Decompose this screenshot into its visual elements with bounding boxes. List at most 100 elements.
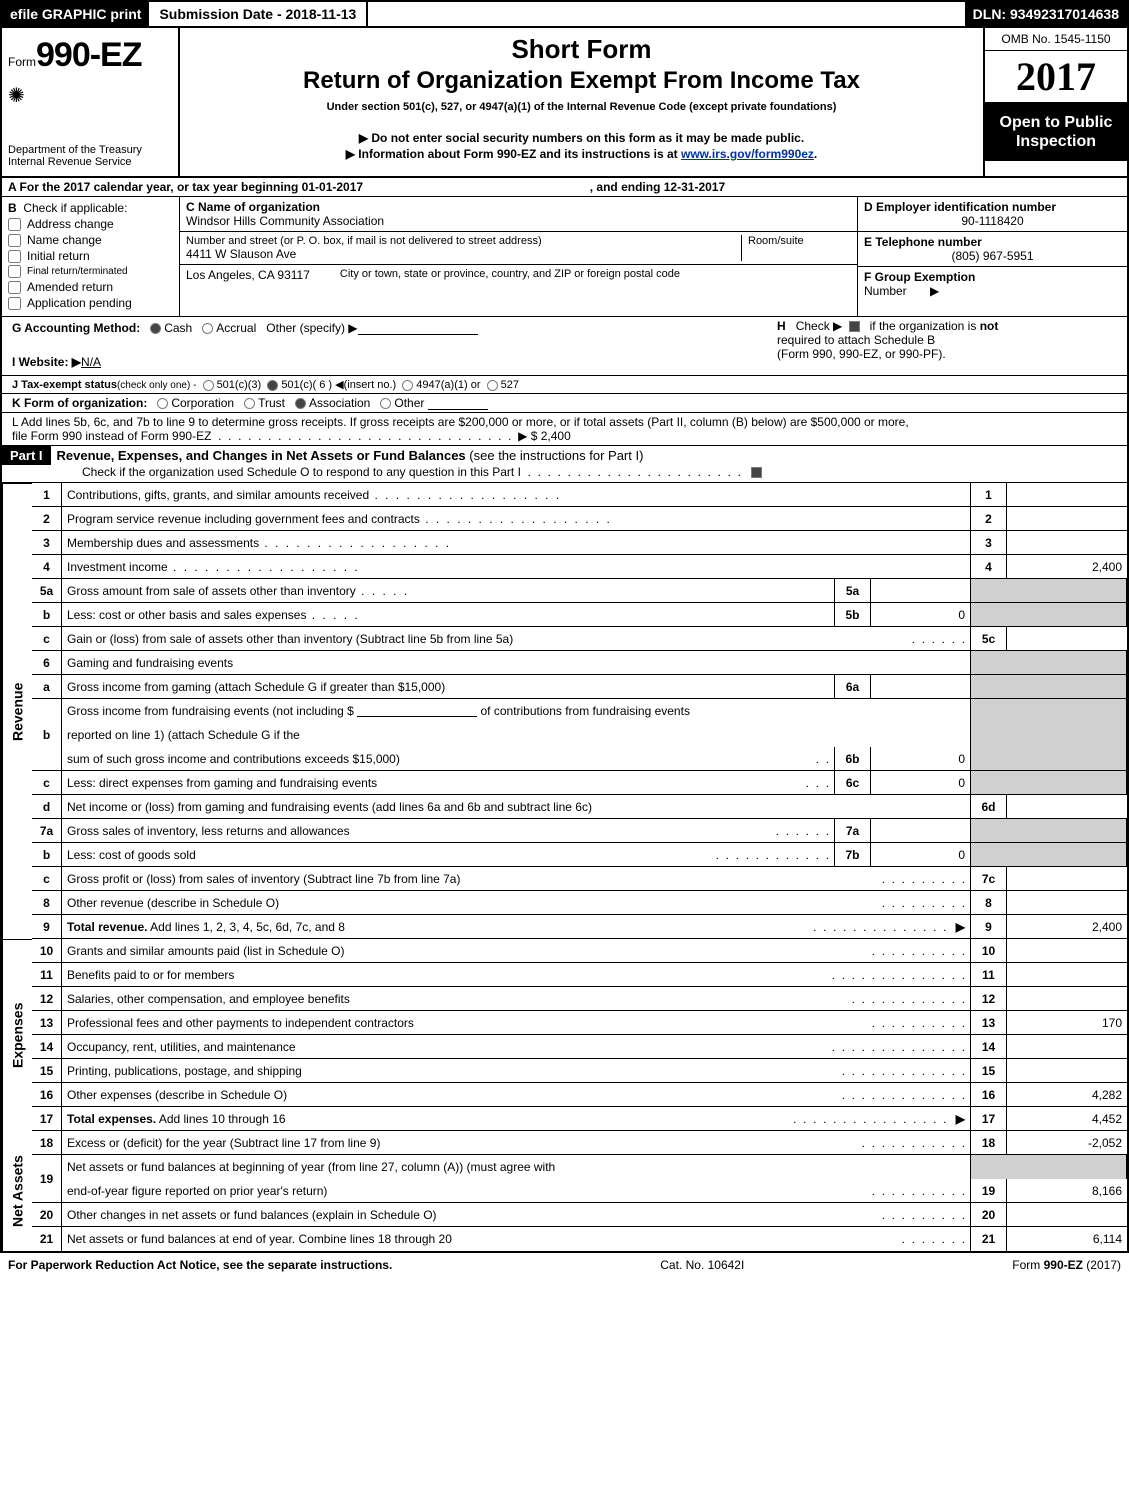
l7a-desc: Gross sales of inventory, less returns a… bbox=[62, 819, 835, 843]
accounting-other-input[interactable] bbox=[358, 323, 478, 335]
l10-text: Grants and similar amounts paid (list in… bbox=[67, 944, 344, 958]
k-assoc-radio[interactable] bbox=[295, 398, 306, 409]
city-cell: Los Angeles, CA 93117 City or town, stat… bbox=[180, 265, 857, 285]
footer-form-prefix: Form bbox=[1012, 1258, 1043, 1272]
l6b-amount-input[interactable] bbox=[357, 705, 477, 717]
l11-desc: Benefits paid to or for members. . . . .… bbox=[62, 963, 971, 987]
chk-address-change-box[interactable] bbox=[8, 218, 21, 231]
k-other-label: Other bbox=[394, 396, 424, 410]
chk-final-return[interactable]: Final return/terminated bbox=[8, 265, 173, 278]
city-value: Los Angeles, CA 93117 bbox=[186, 268, 310, 282]
line-a-mid: , and ending bbox=[590, 180, 664, 194]
line-a-end: 12-31-2017 bbox=[664, 180, 725, 194]
l5a-mv bbox=[871, 579, 971, 603]
irs-link[interactable]: www.irs.gov/form990ez bbox=[681, 147, 814, 161]
l3-text: Membership dues and assessments bbox=[67, 536, 259, 550]
chk-initial-return-box[interactable] bbox=[8, 250, 21, 263]
j-501c-radio[interactable] bbox=[267, 380, 278, 391]
chk-final-return-box[interactable] bbox=[8, 265, 21, 278]
l17-desc: Total expenses. Add lines 10 through 16.… bbox=[62, 1107, 971, 1131]
chk-name-change-box[interactable] bbox=[8, 234, 21, 247]
l6b-text3: reported on line 1) (attach Schedule G i… bbox=[67, 728, 300, 742]
website-value: N/A bbox=[81, 355, 101, 369]
l13-num: 13 bbox=[32, 1011, 62, 1035]
line-j-label: J Tax-exempt status bbox=[12, 379, 117, 391]
l20-text: Other changes in net assets or fund bala… bbox=[67, 1208, 437, 1222]
box-e: E Telephone number (805) 967-5951 bbox=[858, 232, 1127, 267]
l6b-shade2 bbox=[971, 723, 1127, 747]
chk-amended-return-box[interactable] bbox=[8, 281, 21, 294]
j-501c3-label: 501(c)(3) bbox=[217, 379, 262, 391]
l18-rv: -2,052 bbox=[1007, 1131, 1127, 1155]
part-1-sub-text: Check if the organization used Schedule … bbox=[82, 465, 521, 479]
l12-rv bbox=[1007, 987, 1127, 1011]
k-other-radio[interactable] bbox=[380, 398, 391, 409]
l3-num: 3 bbox=[32, 531, 62, 555]
chk-application-pending-box[interactable] bbox=[8, 297, 21, 310]
city-label: City or town, state or province, country… bbox=[340, 268, 680, 282]
l5c-rn: 5c bbox=[971, 627, 1007, 651]
box-f: F Group Exemption Number ▶ bbox=[858, 267, 1127, 301]
box-f-label: F Group Exemption bbox=[864, 270, 975, 284]
line-l-text1: L Add lines 5b, 6c, and 7b to line 9 to … bbox=[12, 415, 909, 429]
info-line: ▶ Information about Form 990-EZ and its … bbox=[190, 147, 973, 161]
l20-num: 20 bbox=[32, 1203, 62, 1227]
chk-application-pending-label: Application pending bbox=[27, 296, 132, 310]
l20-desc: Other changes in net assets or fund bala… bbox=[62, 1203, 971, 1227]
part-1-schedule-o-checkbox[interactable] bbox=[751, 467, 762, 478]
short-form-title: Short Form bbox=[190, 34, 973, 65]
l19-desc1: Net assets or fund balances at beginning… bbox=[62, 1155, 971, 1179]
header-center: Short Form Return of Organization Exempt… bbox=[180, 28, 983, 176]
box-h-not: not bbox=[980, 319, 999, 333]
l5c-desc: Gain or (loss) from sale of assets other… bbox=[62, 627, 971, 651]
chk-application-pending[interactable]: Application pending bbox=[8, 296, 173, 310]
info-prefix: ▶ Information about Form 990-EZ and its … bbox=[346, 147, 681, 161]
j-501c-label: 501(c)( 6 ) bbox=[281, 379, 332, 391]
chk-address-change[interactable]: Address change bbox=[8, 217, 173, 231]
part-1-title-text: Revenue, Expenses, and Changes in Net As… bbox=[57, 448, 466, 463]
chk-initial-return[interactable]: Initial return bbox=[8, 249, 173, 263]
j-501c3-radio[interactable] bbox=[203, 380, 214, 391]
box-h-checkbox[interactable] bbox=[849, 321, 860, 332]
l20-rn: 20 bbox=[971, 1203, 1007, 1227]
k-corp-radio[interactable] bbox=[157, 398, 168, 409]
l10-num: 10 bbox=[32, 939, 62, 963]
l5c-rv bbox=[1007, 627, 1127, 651]
l7c-text: Gross profit or (loss) from sales of inv… bbox=[67, 872, 460, 886]
phone-value: (805) 967-5951 bbox=[864, 249, 1121, 263]
l6-text: Gaming and fundraising events bbox=[67, 656, 233, 670]
l15-desc: Printing, publications, postage, and shi… bbox=[62, 1059, 971, 1083]
l19-text1: Net assets or fund balances at beginning… bbox=[67, 1160, 555, 1174]
open-line1: Open to Public bbox=[989, 113, 1123, 132]
box-b: B Check if applicable: Address change Na… bbox=[2, 197, 180, 316]
l18-desc: Excess or (deficit) for the year (Subtra… bbox=[62, 1131, 971, 1155]
l8-text: Other revenue (describe in Schedule O) bbox=[67, 896, 279, 910]
box-d: D Employer identification number 90-1118… bbox=[858, 197, 1127, 232]
k-other-input[interactable] bbox=[428, 398, 488, 410]
chk-initial-return-label: Initial return bbox=[27, 249, 90, 263]
l2-desc: Program service revenue including govern… bbox=[62, 507, 971, 531]
l16-rv: 4,282 bbox=[1007, 1083, 1127, 1107]
k-trust-radio[interactable] bbox=[244, 398, 255, 409]
l6b-desc1: Gross income from fundraising events (no… bbox=[62, 699, 971, 723]
accounting-accrual-radio[interactable] bbox=[202, 323, 213, 334]
footer-form-ref: Form 990-EZ (2017) bbox=[1012, 1258, 1121, 1272]
footer-year: (2017) bbox=[1083, 1258, 1121, 1272]
l11-num: 11 bbox=[32, 963, 62, 987]
j-4947-radio[interactable] bbox=[402, 380, 413, 391]
l21-text: Net assets or fund balances at end of ye… bbox=[67, 1232, 452, 1246]
chk-amended-return[interactable]: Amended return bbox=[8, 280, 173, 294]
efile-print-badge: efile GRAPHIC print bbox=[2, 2, 149, 26]
l4-rv: 2,400 bbox=[1007, 555, 1127, 579]
l15-rn: 15 bbox=[971, 1059, 1007, 1083]
line-a: A For the 2017 calendar year, or tax yea… bbox=[2, 178, 731, 196]
l18-num: 18 bbox=[32, 1131, 62, 1155]
line-a-row: A For the 2017 calendar year, or tax yea… bbox=[0, 178, 1129, 197]
form-number: 990-EZ bbox=[36, 36, 142, 74]
j-527-radio[interactable] bbox=[487, 380, 498, 391]
accounting-cash-radio[interactable] bbox=[150, 323, 161, 334]
line-g-label: G Accounting Method: bbox=[12, 321, 140, 335]
l9-text: Add lines 1, 2, 3, 4, 5c, 6d, 7c, and 8 bbox=[150, 920, 345, 934]
l14-rn: 14 bbox=[971, 1035, 1007, 1059]
chk-name-change[interactable]: Name change bbox=[8, 233, 173, 247]
